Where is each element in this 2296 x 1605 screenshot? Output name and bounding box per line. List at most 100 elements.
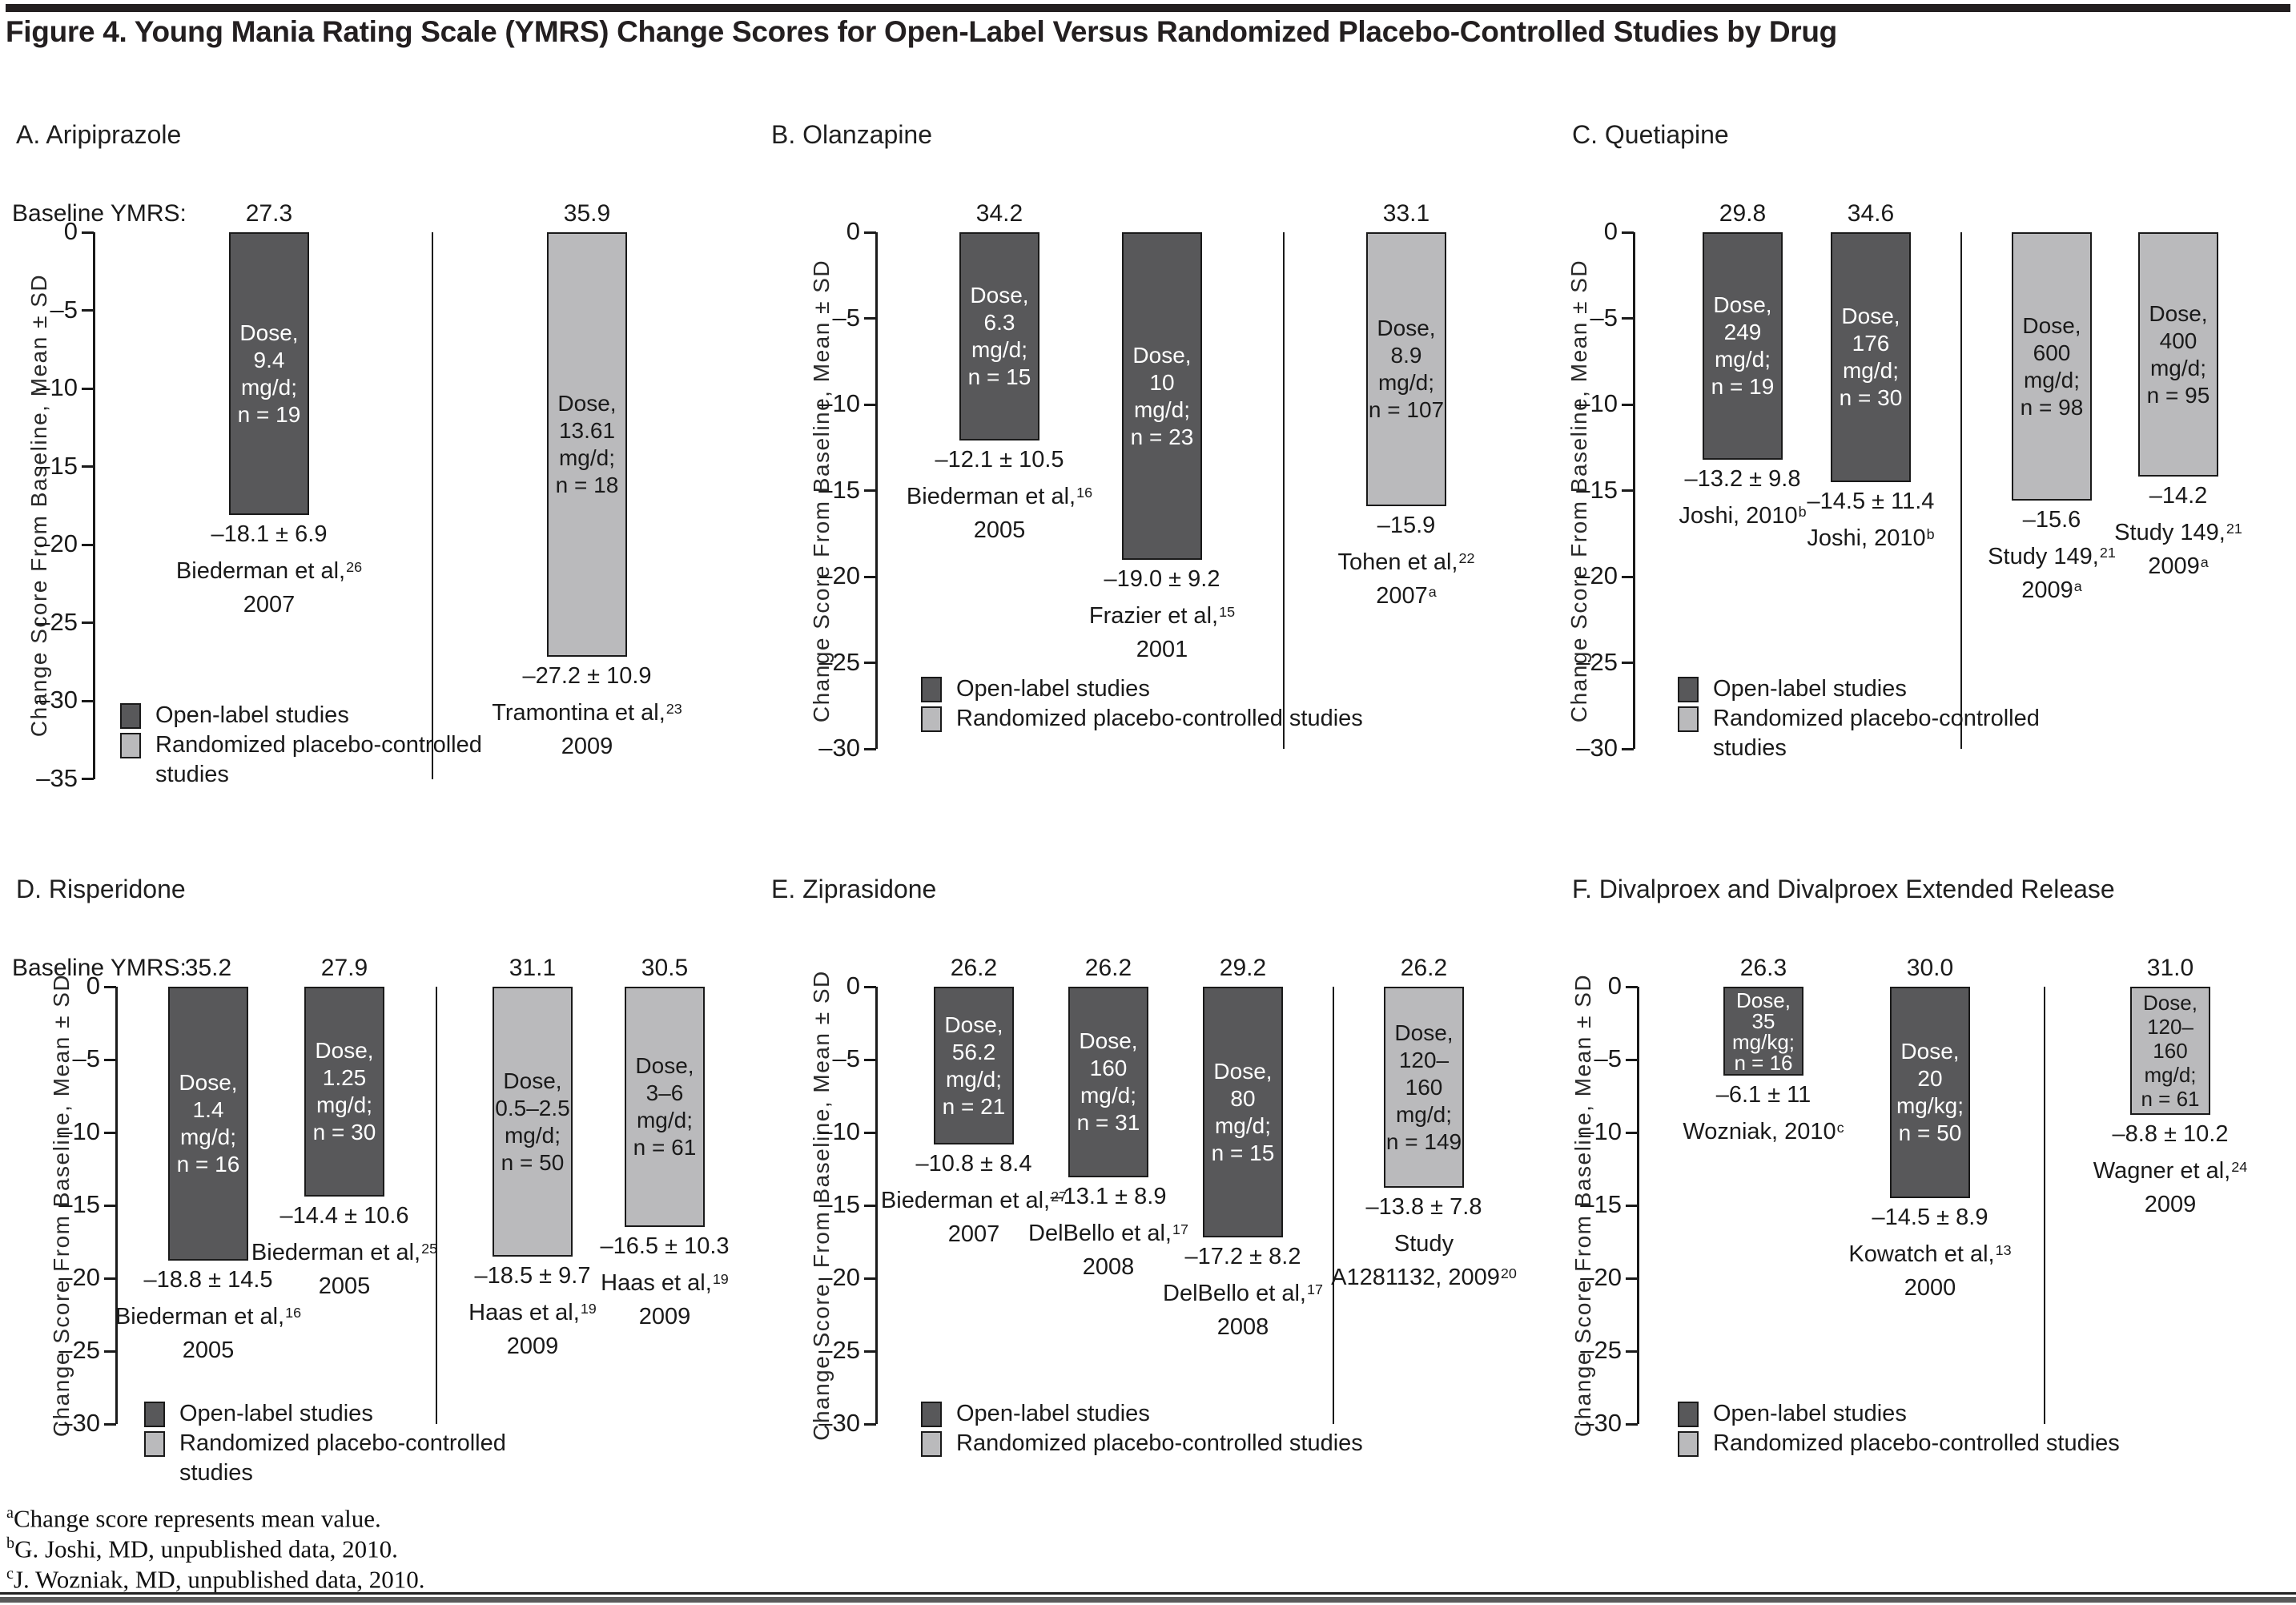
bar-value-label: –16.5 ± 10.3 (600, 1233, 730, 1259)
bar-open-label: Dose, 176 mg/d; n = 30 (1831, 232, 1911, 482)
citation-superscript: 24 (2231, 1158, 2248, 1175)
bar-open-label: Dose, 80 mg/d; n = 15 (1203, 987, 1283, 1237)
bar-citation-line: 2009a (1916, 577, 2188, 604)
dose-line: mg/kg; (1896, 1093, 1964, 1118)
panel-E-ytick-mark (864, 1058, 876, 1061)
bar-value-label: –10.8 ± 8.4 (915, 1151, 1032, 1177)
dose-line: Dose, (1841, 304, 1900, 328)
baseline-ymrs-value: 35.2 (184, 955, 232, 981)
dose-line: mg/d; (1377, 370, 1435, 395)
citation-text: DelBello et al, (1028, 1221, 1172, 1246)
dose-line: n = 98 (2020, 394, 2084, 420)
bar-citation-line: DelBello et al,17 (972, 1221, 1245, 1247)
dose-line: n = 107 (1368, 397, 1445, 422)
legend-label-open-label: Open-label studies (179, 1401, 373, 1426)
dose-line: 6.3 (983, 310, 1015, 335)
bar-randomized: Dose, 600 mg/d; n = 98 (2012, 232, 2092, 501)
bar-citation-line: 2001 (1026, 637, 1298, 663)
citation-text: Wozniak, 2010 (1683, 1119, 1836, 1144)
bar-value-label: –13.8 ± 7.8 (1365, 1194, 1482, 1220)
bar-citation-line: 2009 (451, 734, 723, 760)
legend-label-open-label: Open-label studies (155, 702, 349, 728)
panel-B-ytick-mark (864, 747, 876, 750)
baseline-ymrs-value: 31.0 (2146, 955, 2194, 981)
legend-swatch-open-label (1678, 677, 1699, 702)
citation-text: Kowatch et al, (1848, 1241, 1995, 1267)
dose-line: n = 19 (237, 401, 301, 427)
panel-C-ytick-mark (1622, 575, 1634, 578)
dose-line: 20 (1917, 1066, 1943, 1091)
panel-B-ytick-label: –30 (818, 734, 860, 762)
bar-citation-line: Biederman et al,26 (133, 558, 405, 585)
panel-D-ytick-label: –20 (58, 1263, 100, 1291)
bar-randomized: Dose, 3–6 mg/d; n = 61 (625, 987, 705, 1227)
dose-line: n = 61 (633, 1135, 697, 1160)
dose-line: n = 95 (2146, 382, 2210, 408)
dose-line: n = 31 (1076, 1110, 1140, 1135)
baseline-ymrs-value: 33.1 (1382, 200, 1430, 227)
dose-line: Dose, (315, 1038, 374, 1063)
dose-line: mg/d; (179, 1124, 237, 1149)
dose-line: mg/d; (316, 1092, 373, 1117)
bar-dose-label: Dose, 35 mg/kg; n = 16 (1725, 988, 1802, 1074)
baseline-ymrs-value: 29.2 (1219, 955, 1267, 981)
dose-line: Dose, (635, 1053, 694, 1078)
baseline-ymrs-value: 30.0 (1906, 955, 1954, 981)
panel-D-ytick-label: –5 (72, 1044, 100, 1072)
baseline-ymrs-value: 31.1 (509, 955, 557, 981)
panel-E-ytick-mark (864, 1131, 876, 1134)
dose-line: n = 30 (312, 1120, 376, 1144)
citation-text: 2000 (1904, 1275, 1956, 1301)
legend-swatch-randomized (1678, 1431, 1699, 1457)
panel-E-section-divider-line (1332, 987, 1335, 1424)
dose-line: Dose, (1213, 1058, 1273, 1084)
bar-dose-label: Dose, 10 mg/d; n = 23 (1124, 234, 1200, 558)
dose-line: n = 15 (1211, 1140, 1275, 1165)
bar-open-label: Dose, 1.4 mg/d; n = 16 (168, 987, 248, 1261)
citation-superscript: 23 (665, 700, 682, 717)
dose-line: n = 23 (1130, 424, 1194, 449)
panel-E-y-axis-line (875, 987, 878, 1424)
panel-C-ytick-mark (1622, 662, 1634, 664)
panel-F-title: F. Divalproex and Divalproex Extended Re… (1572, 875, 2115, 903)
dose-line: 13.61 (558, 418, 616, 443)
panel-A-ytick-label: –25 (36, 607, 78, 636)
panel-A-y-axis-line (92, 232, 95, 779)
panel-E-ytick-mark (864, 1422, 876, 1426)
citation-text: Joshi, 2010 (1679, 503, 1798, 529)
citation-superscript: 22 (1458, 549, 1475, 566)
dose-line: Dose, (1394, 1020, 1454, 1045)
dose-line: n = 18 (555, 473, 619, 497)
panel-E-ytick-mark (864, 1350, 876, 1353)
panel-B-ytick-label: –5 (832, 303, 860, 332)
panel-F-ytick-mark (1626, 1204, 1638, 1207)
citation-superscript: a (2073, 577, 2082, 594)
legend-label-open-label: Open-label studies (956, 676, 1150, 702)
citation-text: 2005 (182, 1338, 235, 1363)
panel-D-ytick-label: –25 (58, 1336, 100, 1364)
dose-line: 10 (1149, 369, 1175, 395)
citation-superscript: 16 (1076, 484, 1093, 501)
citation-text: Biederman et al, (906, 484, 1076, 509)
panel-C-ytick-mark (1622, 231, 1634, 234)
citation-superscript: 17 (1306, 1281, 1323, 1297)
footnote-a: aChange score represents mean value. (6, 1504, 381, 1533)
panel-A-ytick-label: –5 (50, 295, 78, 324)
panel-F-y-axis-line (1636, 987, 1639, 1424)
bar-citation-line: 2009 (529, 1304, 801, 1330)
bar-citation-line: A1281132, 200920 (1288, 1265, 1560, 1291)
bottom-rule-thin (0, 1592, 2296, 1595)
bar-dose-label: Dose, 20 mg/kg; n = 50 (1892, 988, 1968, 1197)
legend-label-randomized-line2: studies (1713, 735, 1787, 761)
panel-A-ytick-mark (82, 621, 94, 624)
bar-value-label: –18.1 ± 6.9 (211, 521, 328, 547)
bar-citation-line: 2005 (72, 1338, 344, 1364)
bar-randomized: Dose, 13.61 mg/d; n = 18 (547, 232, 627, 657)
dose-line: 400 (2159, 328, 2197, 353)
dose-line: 1.4 (192, 1097, 224, 1122)
bar-citation-line: Tohen et al,22 (1270, 549, 1542, 576)
panel-F-ytick-mark (1626, 1277, 1638, 1280)
panel-C-ytick-label: –10 (1576, 389, 1618, 417)
panel-F-ytick-mark (1626, 1131, 1638, 1134)
bar-citation-line: 2008 (972, 1254, 1245, 1281)
